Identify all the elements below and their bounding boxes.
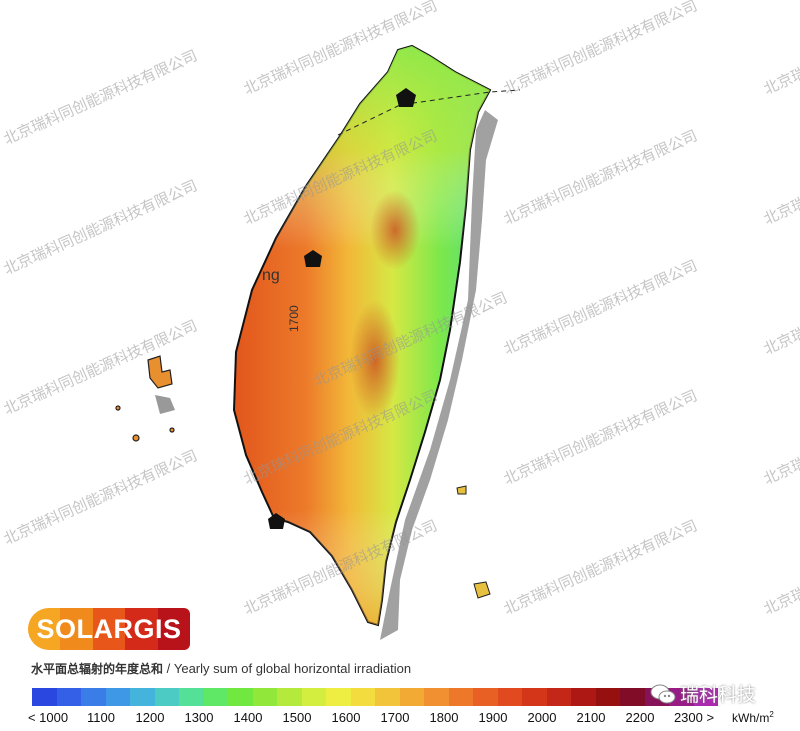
color-swatch xyxy=(669,688,694,706)
color-swatch xyxy=(56,688,81,706)
color-swatch xyxy=(546,688,571,706)
logo-color-band xyxy=(157,608,190,650)
color-swatch xyxy=(326,688,351,706)
solargis-logo: SOLARGIS xyxy=(28,608,190,650)
color-swatch xyxy=(130,688,155,706)
logo-color-band xyxy=(125,608,158,650)
color-swatch xyxy=(693,688,718,706)
scale-tick-label: 1700 xyxy=(380,710,410,725)
unit-label: kWh/m2 xyxy=(732,710,774,725)
scale-tick-label: 1200 xyxy=(135,710,165,725)
scale-tick-label: 1600 xyxy=(331,710,361,725)
orchid-island xyxy=(473,581,491,599)
legend-caption: 水平面总辐射的年度总和 / Yearly sum of global horiz… xyxy=(31,660,411,677)
scale-tick-label: 1400 xyxy=(233,710,263,725)
color-swatch xyxy=(277,688,302,706)
scale-tick-label: 2100 xyxy=(576,710,606,725)
color-swatch xyxy=(252,688,277,706)
color-scale-bar xyxy=(32,688,718,706)
color-swatch xyxy=(571,688,596,706)
color-swatch xyxy=(375,688,400,706)
scale-tick-label: 2000 xyxy=(527,710,557,725)
unit-text: kWh/m xyxy=(732,711,770,725)
color-swatch xyxy=(301,688,326,706)
penghu-islands xyxy=(115,355,175,442)
scale-tick-label: 1100 xyxy=(87,710,115,725)
scale-tick-label: 1500 xyxy=(282,710,312,725)
wechat-badge: 瑞科科技 xyxy=(650,680,756,707)
color-swatch xyxy=(595,688,620,706)
contour-label: 1700 xyxy=(287,305,301,332)
logo-text: SOLARGIS xyxy=(36,613,182,644)
color-swatch xyxy=(350,688,375,706)
caption-chinese: 水平面总辐射的年度总和 xyxy=(31,662,164,676)
color-swatch xyxy=(522,688,547,706)
color-swatch xyxy=(448,688,473,706)
city-marker-kaohsiung xyxy=(268,513,285,529)
green-island xyxy=(456,485,467,495)
color-swatch xyxy=(179,688,204,706)
scale-tick-label: 2300 > xyxy=(673,710,715,725)
logo-color-band xyxy=(60,608,93,650)
color-swatch xyxy=(620,688,645,706)
color-swatch xyxy=(424,688,449,706)
logo-color-band xyxy=(28,608,61,650)
logo-color-band xyxy=(92,608,126,650)
color-swatch xyxy=(154,688,179,706)
caption-separator: / xyxy=(163,661,174,676)
scale-tick-label: 1300 xyxy=(184,710,214,725)
color-swatch xyxy=(32,688,57,706)
color-swatch xyxy=(203,688,228,706)
color-swatch xyxy=(497,688,522,706)
terrain-shadow xyxy=(380,110,498,640)
caption-english: Yearly sum of global horizontal irradiat… xyxy=(173,661,412,676)
scale-tick-label: 1900 xyxy=(478,710,508,725)
color-swatch xyxy=(105,688,130,706)
city-marker-taipei xyxy=(396,88,416,107)
color-swatch xyxy=(473,688,498,706)
mountain-shading xyxy=(370,190,420,270)
place-label-fragment: ng xyxy=(262,267,280,284)
color-swatch xyxy=(81,688,106,706)
color-swatch xyxy=(228,688,253,706)
wechat-icon xyxy=(650,684,676,703)
scale-tick-label: 1800 xyxy=(429,710,459,725)
unit-superscript: 2 xyxy=(769,710,774,719)
scale-tick-label: 2200 xyxy=(625,710,655,725)
mountain-shading xyxy=(350,300,400,420)
boundary-line xyxy=(337,89,521,136)
color-swatch xyxy=(399,688,424,706)
scale-tick-label: < 1000 xyxy=(27,710,69,725)
wechat-label: 瑞科科技 xyxy=(680,684,757,706)
city-marker-taichung xyxy=(304,250,322,267)
